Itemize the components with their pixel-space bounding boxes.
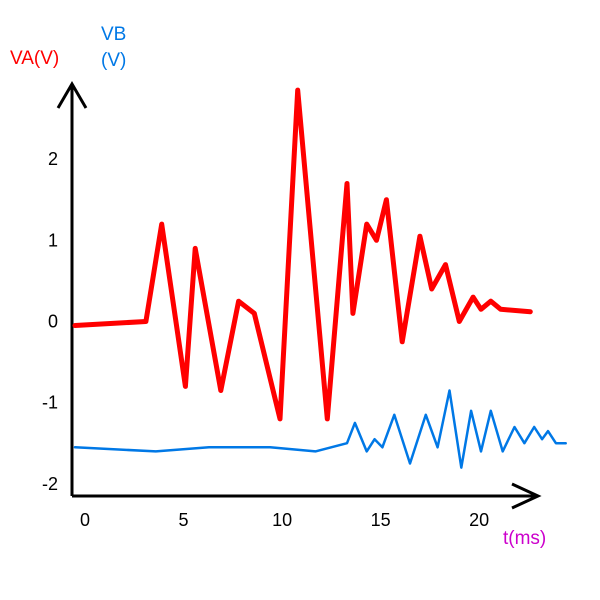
y-tick-label: -2: [42, 474, 58, 494]
x-tick-label: 15: [371, 510, 391, 530]
x-tick-label: 20: [469, 510, 489, 530]
axes: [56, 81, 542, 510]
series-line-va: [72, 87, 533, 422]
x-tick-label: 10: [272, 510, 292, 530]
y-tick-label: 2: [48, 149, 58, 169]
x-tick-labels: 0 5 10 15 20: [80, 510, 489, 530]
x-axis-arrowhead: [511, 482, 542, 510]
x-axis-label: t(ms): [503, 528, 546, 549]
y-tick-label: 0: [48, 311, 58, 331]
y-axis-label-vb-line2: (V): [101, 50, 126, 71]
y-axis-arrowhead: [56, 81, 88, 109]
y-axis-label-vb-line1: VB: [101, 24, 126, 45]
series-layer: [72, 87, 567, 469]
y-tick-label: -1: [42, 393, 58, 413]
series-line-vb: [73, 389, 567, 469]
y-axis-label-va: VA(V): [10, 48, 59, 69]
x-tick-label: 0: [80, 510, 90, 530]
y-tick-labels: 2 1 0 -1 -2: [42, 149, 58, 494]
x-tick-label: 5: [179, 510, 189, 530]
y-tick-label: 1: [48, 230, 58, 250]
